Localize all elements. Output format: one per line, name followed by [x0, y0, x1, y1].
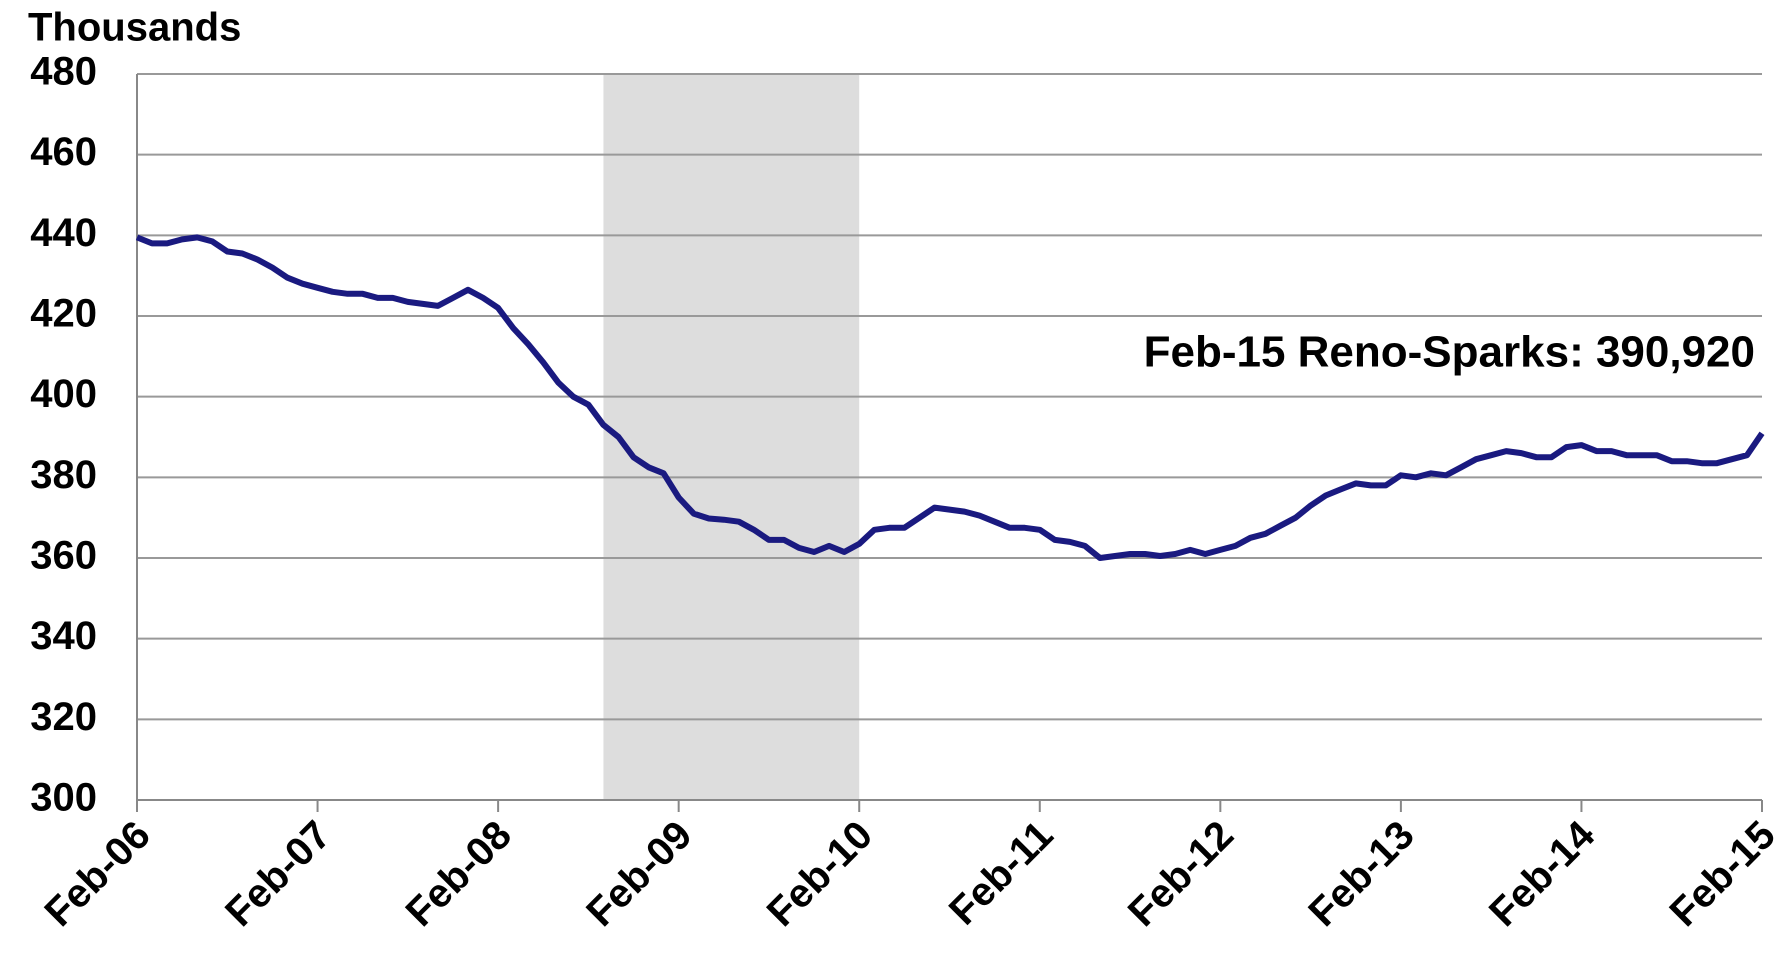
y-tick-label: 420: [30, 292, 97, 336]
y-tick-label: 360: [30, 534, 97, 578]
x-tick-label: Feb-12: [1120, 813, 1242, 935]
annotation: Feb-15 Reno-Sparks: 390,920: [1144, 328, 1755, 377]
shaded-period: [603, 74, 860, 800]
x-tick-label: Feb-06: [37, 813, 159, 935]
y-tick-label: 460: [30, 130, 97, 174]
y-tick-label: 380: [30, 453, 97, 497]
y-tick-label: 300: [30, 776, 97, 820]
x-tick-label: Feb-13: [1300, 813, 1422, 935]
y-tick-label: 480: [30, 50, 97, 94]
y-tick-label: 340: [30, 614, 97, 658]
y-tick-label: 320: [30, 695, 97, 739]
y-tick-label: 400: [30, 372, 97, 416]
x-tick-label: Feb-14: [1481, 812, 1604, 935]
line-series: [135, 234, 1765, 561]
x-tick-label: Feb-11: [941, 813, 1062, 934]
x-tick-label: Feb-10: [759, 813, 881, 935]
x-tick-label: Feb-08: [398, 813, 520, 935]
x-tick-label: Feb-07: [217, 813, 339, 935]
y-axis-label: Thousands: [28, 6, 241, 50]
x-tick-label: Feb-15: [1662, 813, 1778, 935]
x-tick-label: Feb-09: [578, 813, 700, 935]
y-tick-label: 440: [30, 211, 97, 255]
